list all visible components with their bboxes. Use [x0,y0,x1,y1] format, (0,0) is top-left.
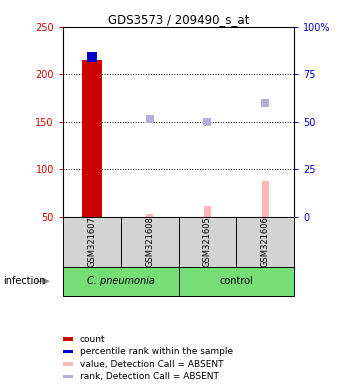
Text: GSM321607: GSM321607 [87,217,96,267]
Point [89,54,95,60]
Bar [204,205,211,217]
Point [147,116,152,122]
Bar [121,217,178,267]
Text: rank, Detection Call = ABSENT: rank, Detection Call = ABSENT [80,372,218,381]
Text: value, Detection Call = ABSENT: value, Detection Call = ABSENT [80,360,223,369]
Point [205,119,210,125]
Bar [63,362,73,366]
Text: GSM321606: GSM321606 [261,217,270,267]
Point [262,100,268,106]
Bar [262,181,269,217]
Bar [63,267,178,296]
Text: count: count [80,335,105,344]
Bar [82,60,102,217]
Text: C. pneumonia: C. pneumonia [87,276,155,286]
Text: infection: infection [3,276,46,286]
Text: GSM321605: GSM321605 [203,217,212,267]
Bar [236,217,294,267]
Bar [63,217,121,267]
Bar [178,217,236,267]
Bar [63,350,73,353]
Text: percentile rank within the sample: percentile rank within the sample [80,347,233,356]
Title: GDS3573 / 209490_s_at: GDS3573 / 209490_s_at [108,13,249,26]
Bar [63,375,73,378]
Bar [146,214,153,217]
Text: control: control [219,276,253,286]
Bar [63,338,73,341]
Bar [178,267,294,296]
Text: GSM321608: GSM321608 [145,217,154,267]
